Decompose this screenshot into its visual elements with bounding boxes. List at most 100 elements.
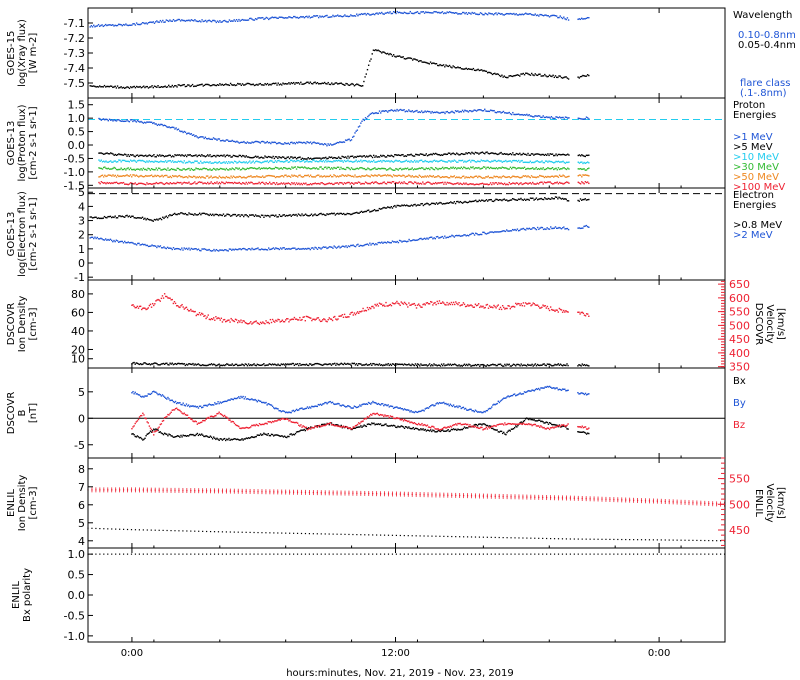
data-point: [316, 160, 319, 163]
data-point: [327, 157, 329, 160]
data-point: [197, 168, 200, 170]
data-point: [377, 13, 379, 15]
data-point: [337, 83, 339, 85]
data-point: [511, 228, 514, 231]
data-point: [334, 160, 336, 162]
data-point: [413, 204, 415, 206]
data-point: [352, 15, 354, 17]
data-point: [389, 109, 391, 112]
data-point: [305, 158, 307, 160]
data-point: [332, 157, 334, 160]
data-point: [207, 154, 209, 156]
data-point: [272, 16, 275, 19]
data-point: [506, 76, 508, 79]
data-point: [171, 160, 174, 162]
data-point: [371, 305, 373, 308]
data-point: [194, 181, 196, 183]
data-point: [437, 364, 440, 366]
data-point: [95, 237, 97, 240]
data-point: [198, 212, 201, 214]
data-point: [385, 301, 387, 304]
data-point: [473, 160, 475, 162]
data-point: [218, 21, 220, 23]
data-point: [235, 161, 237, 163]
data-point: [266, 183, 269, 185]
data-point: [567, 153, 569, 155]
data-point: [391, 109, 394, 112]
data-point: [352, 83, 354, 86]
data-point: [456, 234, 458, 237]
data-point: [240, 19, 243, 21]
data-point: [209, 182, 211, 185]
data-point: [116, 168, 119, 171]
data-point: [168, 176, 170, 178]
data-point: [266, 214, 269, 217]
data-point: [376, 12, 378, 14]
data-point: [338, 364, 340, 366]
data-point: [413, 12, 415, 15]
data-point: [484, 177, 486, 179]
data-point: [333, 166, 335, 169]
data-point: [182, 84, 184, 86]
data-point: [522, 114, 525, 116]
data-point: [563, 226, 565, 228]
data-point: [319, 82, 321, 85]
data-point: [173, 175, 175, 178]
data-point: [133, 305, 135, 308]
data-point: [166, 295, 168, 298]
data-point: [384, 52, 387, 54]
data-point: [156, 86, 158, 88]
data-point: [588, 167, 590, 169]
data-point: [404, 58, 407, 60]
data-point: [500, 177, 502, 179]
data-point: [472, 306, 474, 308]
data-point: [282, 161, 285, 163]
data-point: [159, 167, 161, 170]
data-point: [122, 120, 125, 123]
data-point: [297, 159, 299, 162]
data-point: [168, 247, 170, 249]
data-point: [515, 229, 517, 232]
data-point: [155, 175, 157, 178]
data-point: [384, 156, 387, 158]
data-point: [539, 153, 541, 156]
data-point: [503, 198, 506, 200]
data-point: [585, 75, 588, 77]
data-point: [382, 174, 384, 177]
data-point: [523, 305, 526, 307]
data-point: [219, 83, 221, 85]
data-point: [246, 249, 248, 251]
data-point: [194, 248, 196, 250]
data-point: [266, 321, 268, 324]
data-point: [169, 159, 171, 162]
data-point: [533, 154, 535, 156]
data-point: [567, 117, 569, 119]
data-point: [384, 160, 387, 163]
data-point: [469, 364, 471, 366]
data-point: [510, 199, 513, 201]
data-point: [584, 75, 586, 77]
data-point: [584, 225, 586, 227]
data-point: [164, 155, 167, 157]
data-point: [526, 176, 528, 178]
data-point: [581, 154, 583, 156]
data-point: [579, 227, 582, 230]
data-point: [157, 182, 160, 185]
data-point: [259, 17, 262, 19]
data-point: [534, 228, 536, 230]
data-point: [473, 184, 475, 186]
data-point: [275, 319, 277, 322]
data-point: [448, 168, 451, 170]
data-point: [551, 14, 553, 17]
data-point: [312, 247, 314, 249]
data-point: [179, 306, 181, 309]
data-point: [318, 157, 320, 159]
data-point: [304, 82, 307, 84]
data-point: [165, 362, 167, 365]
data-point: [429, 153, 431, 156]
data-point: [444, 235, 446, 237]
data-point: [91, 217, 94, 219]
data-point: [484, 200, 486, 202]
data-point: [189, 310, 191, 312]
data-point: [230, 182, 232, 184]
